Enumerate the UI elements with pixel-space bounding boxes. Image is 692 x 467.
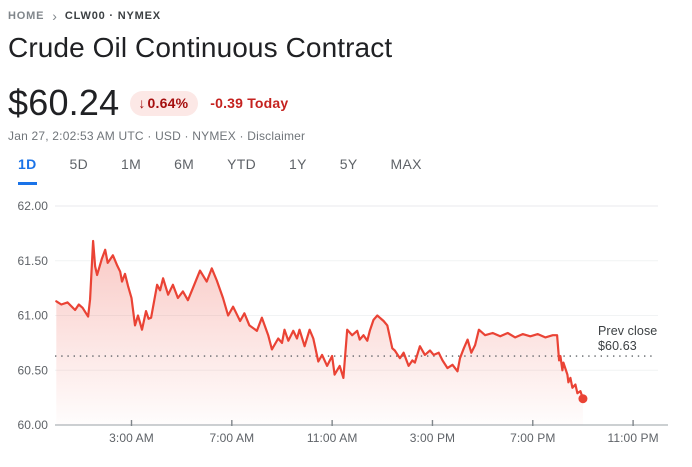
change-percent-badge: ↓ 0.64% <box>130 90 199 116</box>
x-axis-label: 7:00 PM <box>510 431 555 445</box>
y-axis-label: 60.00 <box>17 418 48 432</box>
y-axis-label: 61.50 <box>17 254 48 268</box>
price-row: $60.24 ↓ 0.64% -0.39 Today <box>8 82 684 124</box>
tab-6m[interactable]: 6M <box>174 156 195 172</box>
tab-ytd[interactable]: YTD <box>227 156 257 172</box>
quote-header: HOME › CLW00 · NYMEX Crude Oil Continuou… <box>0 0 692 185</box>
prev-close-label: Prev close <box>598 324 657 338</box>
prev-close-value: $60.63 <box>598 339 637 353</box>
tab-5d[interactable]: 5D <box>69 156 88 172</box>
tab-1d[interactable]: 1D <box>18 156 37 185</box>
x-axis-label: 3:00 PM <box>410 431 455 445</box>
breadcrumb-chevron-icon: › <box>52 8 57 24</box>
y-axis-label: 61.00 <box>17 309 48 323</box>
quote-timestamp: Jan 27, 2:02:53 AM UTC · USD · NYMEX · <box>8 129 248 143</box>
current-price: $60.24 <box>8 82 120 123</box>
breadcrumb: HOME › CLW00 · NYMEX <box>8 9 684 23</box>
down-arrow-icon: ↓ <box>138 94 146 111</box>
quote-meta: Jan 27, 2:02:53 AM UTC · USD · NYMEX · D… <box>8 129 684 144</box>
last-price-dot <box>578 394 588 404</box>
tab-1m[interactable]: 1M <box>121 156 142 172</box>
y-axis-label: 62.00 <box>17 199 48 213</box>
x-axis-label: 3:00 AM <box>109 431 154 445</box>
price-line <box>55 239 584 400</box>
tab-max[interactable]: MAX <box>390 156 422 172</box>
x-axis-label: 7:00 AM <box>209 431 254 445</box>
tab-1y[interactable]: 1Y <box>289 156 307 172</box>
x-axis-label: 11:00 PM <box>607 431 658 445</box>
breadcrumb-home-link[interactable]: HOME <box>8 10 45 22</box>
price-chart-svg[interactable]: 62.00 61.50 61.00 60.50 60.00 Prev close$60.6… <box>0 193 692 455</box>
breadcrumb-symbol: CLW00 · NYMEX <box>64 10 161 22</box>
change-percent-value: 0.64% <box>147 94 189 111</box>
page-title: Crude Oil Continuous Contract <box>8 32 393 63</box>
y-axis-label: 60.50 <box>17 363 48 377</box>
change-today: -0.39 Today <box>210 95 289 111</box>
tab-5y[interactable]: 5Y <box>339 156 358 172</box>
area-fill <box>56 241 583 425</box>
price-chart: 62.00 61.50 61.00 60.50 60.00 Prev close $60.6… <box>0 193 692 455</box>
range-tabs: 1D 5D 1M 6M YTD 1Y 5Y MAX <box>8 156 684 185</box>
x-axis-label: 11:00 AM <box>307 431 358 445</box>
disclaimer-link[interactable]: Disclaimer <box>247 129 306 143</box>
